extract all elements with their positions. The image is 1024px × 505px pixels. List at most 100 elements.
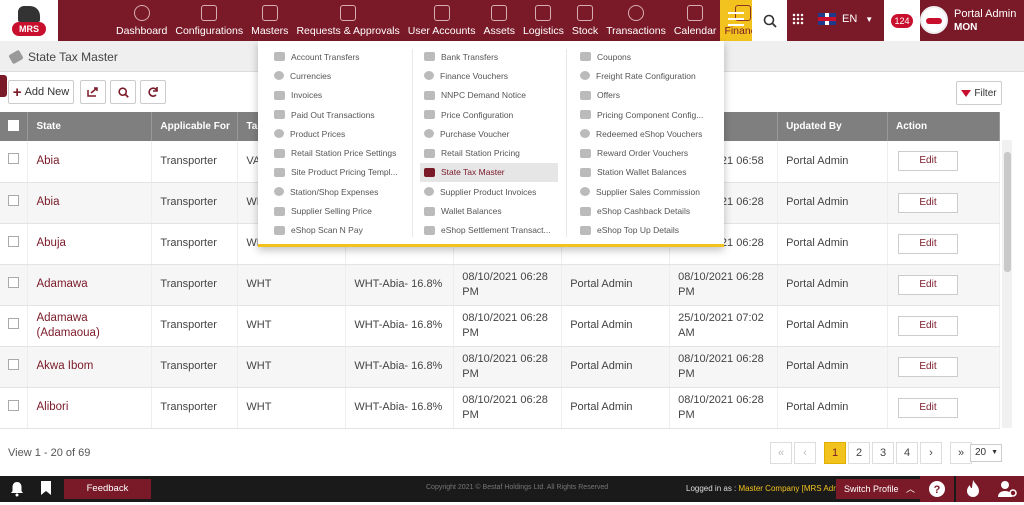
menu-item-supplier-sales-commission[interactable]: Supplier Sales Commission bbox=[576, 182, 722, 201]
row-checkbox[interactable] bbox=[8, 358, 19, 370]
search-table-button[interactable] bbox=[110, 80, 136, 104]
select-all-header[interactable] bbox=[0, 112, 29, 141]
page-size-select[interactable]: 20 ▼ bbox=[970, 444, 1002, 462]
row-select-cell[interactable] bbox=[0, 223, 29, 265]
first-page-button[interactable]: « bbox=[770, 442, 792, 464]
user-info[interactable]: Portal Admin MON bbox=[954, 8, 1016, 34]
row-checkbox[interactable] bbox=[8, 399, 19, 411]
menu-item-offers[interactable]: Offers bbox=[576, 86, 722, 105]
apps-grid-icon[interactable] bbox=[792, 13, 804, 25]
edit-button[interactable]: Edit bbox=[897, 397, 958, 418]
nav-item-masters[interactable]: Masters bbox=[247, 0, 292, 41]
table-scrollbar[interactable] bbox=[1002, 140, 1012, 428]
menu-item-coupons[interactable]: Coupons bbox=[576, 47, 722, 66]
menu-item-finance-vouchers[interactable]: Finance Vouchers bbox=[420, 66, 558, 85]
nav-item-transactions[interactable]: Transactions bbox=[602, 0, 670, 41]
menu-item-station-shop-expenses[interactable]: Station/Shop Expenses bbox=[270, 182, 410, 201]
nav-item-requests-approvals[interactable]: Requests & Approvals bbox=[292, 0, 403, 41]
menu-item-currencies[interactable]: Currencies bbox=[270, 66, 410, 85]
cell-state[interactable]: Adamawa bbox=[27, 264, 153, 306]
add-new-button[interactable]: + Add New bbox=[8, 80, 74, 104]
nav-item-configurations[interactable]: Configurations bbox=[171, 0, 247, 41]
next-page-button[interactable]: › bbox=[920, 442, 942, 464]
page-4-button[interactable]: 4 bbox=[896, 442, 918, 464]
table-row[interactable]: Adamawa Transporter WHT WHT-Abia- 16.8% 08/1… bbox=[0, 264, 1001, 306]
nav-item-assets[interactable]: Assets bbox=[479, 0, 519, 41]
menu-item-redeemed-eshop-vouchers[interactable]: Redeemed eShop Vouchers bbox=[576, 124, 722, 143]
menu-item-price-configuration[interactable]: Price Configuration bbox=[420, 105, 558, 124]
edit-button[interactable]: Edit bbox=[897, 356, 958, 377]
menu-item-paid-out-transactions[interactable]: Paid Out Transactions bbox=[270, 105, 410, 124]
menu-item-supplier-product-invoices[interactable]: Supplier Product Invoices bbox=[420, 182, 558, 201]
nav-item-logistics[interactable]: Logistics bbox=[519, 0, 568, 41]
search-button[interactable] bbox=[752, 0, 787, 41]
avatar[interactable] bbox=[920, 6, 948, 34]
menu-item-nnpc-demand-notice[interactable]: NNPC Demand Notice bbox=[420, 86, 558, 105]
bell-icon[interactable] bbox=[10, 481, 26, 497]
select-all-checkbox[interactable] bbox=[8, 119, 19, 131]
cell-state[interactable]: Abia bbox=[27, 182, 153, 224]
menu-item-station-wallet-balances[interactable]: Station Wallet Balances bbox=[576, 163, 722, 182]
row-checkbox[interactable] bbox=[8, 153, 19, 165]
menu-item-invoices[interactable]: Invoices bbox=[270, 86, 410, 105]
cell-state[interactable]: Akwa Ibom bbox=[27, 346, 153, 388]
page-3-button[interactable]: 3 bbox=[872, 442, 894, 464]
col-updated-by[interactable]: Updated By bbox=[777, 112, 888, 141]
menu-item-reward-order-vouchers[interactable]: Reward Order Vouchers bbox=[576, 143, 722, 162]
cell-state[interactable]: Alibori bbox=[27, 387, 153, 429]
mrs-logo[interactable]: MRS bbox=[0, 0, 58, 41]
menu-item-eshop-scan-n-pay[interactable]: eShop Scan N Pay bbox=[270, 221, 410, 240]
menu-item-pricing-component-config[interactable]: Pricing Component Config... bbox=[576, 105, 722, 124]
filter-button[interactable]: Filter bbox=[956, 81, 1002, 105]
last-page-button[interactable]: » bbox=[950, 442, 972, 464]
side-toggle-handle[interactable] bbox=[0, 75, 7, 97]
menu-item-retail-station-pricing[interactable]: Retail Station Pricing bbox=[420, 143, 558, 162]
table-row[interactable]: Alibori Transporter WHT WHT-Abia- 16.8% 08/1… bbox=[0, 387, 1001, 429]
menu-item-product-prices[interactable]: Product Prices bbox=[270, 124, 410, 143]
nav-item-user-accounts[interactable]: User Accounts bbox=[404, 0, 480, 41]
edit-button[interactable]: Edit bbox=[897, 274, 958, 295]
menu-item-bank-transfers[interactable]: Bank Transfers bbox=[420, 47, 558, 66]
export-button[interactable] bbox=[80, 80, 106, 104]
scrollbar-thumb[interactable] bbox=[1004, 152, 1011, 272]
row-select-cell[interactable] bbox=[0, 264, 29, 306]
table-row[interactable]: Adamawa (Adamaoua) Transporter WHT WHT-Abia… bbox=[0, 305, 1001, 347]
edit-button[interactable]: Edit bbox=[897, 315, 958, 336]
row-checkbox[interactable] bbox=[8, 235, 19, 247]
user-settings-button[interactable] bbox=[990, 476, 1024, 502]
bookmark-icon[interactable] bbox=[40, 481, 56, 497]
switch-profile-button[interactable]: Switch Profile ︿ bbox=[836, 479, 923, 499]
fire-button[interactable] bbox=[956, 476, 990, 502]
menu-item-eshop-top-up-details[interactable]: eShop Top Up Details bbox=[576, 221, 722, 240]
hamburger-icon[interactable] bbox=[728, 12, 744, 26]
page-1-button[interactable]: 1 bbox=[824, 442, 846, 464]
col-state[interactable]: State bbox=[27, 112, 153, 141]
language-selector[interactable]: EN ▼ bbox=[818, 13, 873, 25]
menu-item-supplier-selling-price[interactable]: Supplier Selling Price bbox=[270, 201, 410, 220]
edit-button[interactable]: Edit bbox=[897, 233, 958, 254]
menu-item-eshop-settlement-transact[interactable]: eShop Settlement Transact... bbox=[420, 221, 558, 240]
menu-item-purchase-voucher[interactable]: Purchase Voucher bbox=[420, 124, 558, 143]
menu-item-state-tax-master[interactable]: State Tax Master bbox=[420, 162, 558, 183]
nav-item-dashboard[interactable]: Dashboard bbox=[112, 0, 171, 41]
cell-state[interactable]: Adamawa (Adamaoua) bbox=[27, 305, 153, 347]
page-2-button[interactable]: 2 bbox=[848, 442, 870, 464]
row-select-cell[interactable] bbox=[0, 141, 29, 183]
row-select-cell[interactable] bbox=[0, 305, 29, 347]
cell-state[interactable]: Abia bbox=[27, 141, 153, 183]
menu-item-eshop-cashback-details[interactable]: eShop Cashback Details bbox=[576, 201, 722, 220]
menu-item-account-transfers[interactable]: Account Transfers bbox=[270, 47, 410, 66]
help-button[interactable]: ? bbox=[920, 476, 954, 502]
col-applicable-for[interactable]: Applicable For bbox=[151, 112, 239, 141]
nav-item-calendar[interactable]: Calendar bbox=[670, 0, 721, 41]
row-checkbox[interactable] bbox=[8, 317, 19, 329]
nav-item-stock[interactable]: Stock bbox=[568, 0, 602, 41]
menu-item-freight-rate-configuration[interactable]: Freight Rate Configuration bbox=[576, 66, 722, 85]
menu-item-site-product-pricing-templ[interactable]: Site Product Pricing Templ... bbox=[270, 163, 410, 182]
refresh-button[interactable] bbox=[140, 80, 166, 104]
row-select-cell[interactable] bbox=[0, 182, 29, 224]
cell-state[interactable]: Abuja bbox=[27, 223, 153, 265]
row-checkbox[interactable] bbox=[8, 194, 19, 206]
table-row[interactable]: Akwa Ibom Transporter WHT WHT-Abia- 16.8% 08… bbox=[0, 346, 1001, 388]
edit-button[interactable]: Edit bbox=[897, 151, 958, 172]
